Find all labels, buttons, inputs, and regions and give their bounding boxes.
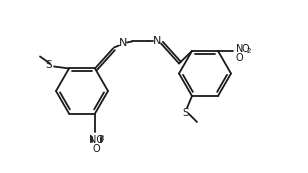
Text: O: O — [236, 53, 244, 63]
Text: O: O — [92, 144, 100, 153]
Text: N: N — [119, 38, 127, 48]
Text: N: N — [153, 37, 161, 47]
Text: 2: 2 — [100, 135, 104, 140]
Text: O: O — [241, 44, 249, 54]
Text: S: S — [183, 108, 189, 118]
Text: S: S — [46, 61, 52, 70]
Text: NO: NO — [88, 135, 103, 144]
Text: 2: 2 — [247, 48, 251, 54]
Text: N: N — [236, 44, 243, 54]
